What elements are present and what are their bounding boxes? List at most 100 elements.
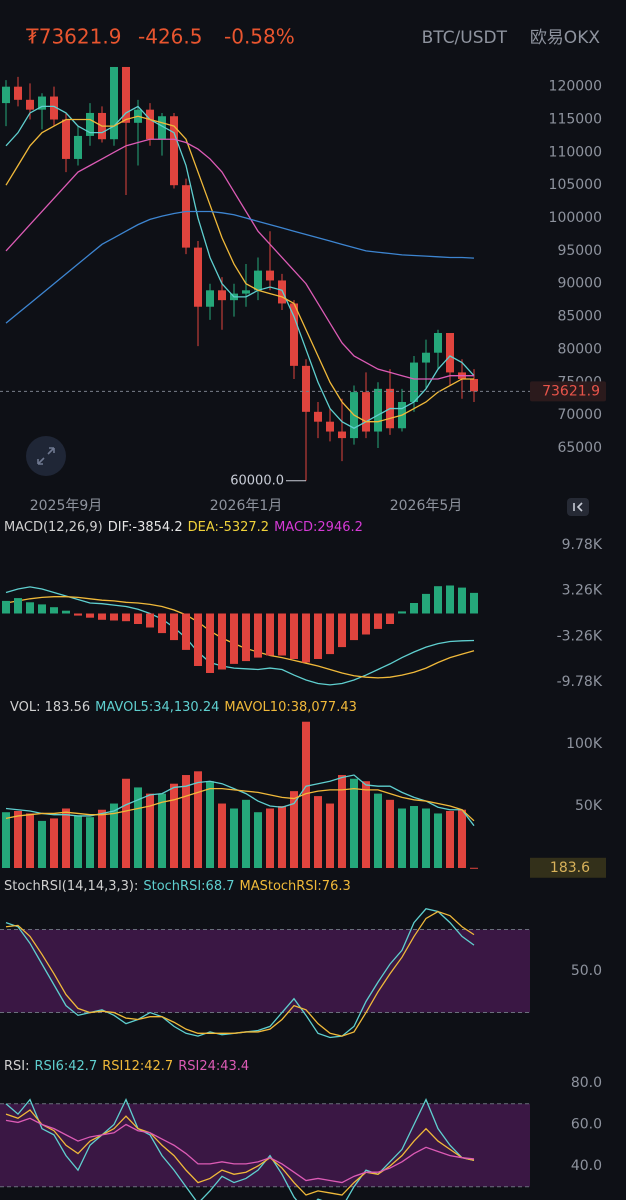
candle-body (74, 135, 82, 159)
candle-body (38, 96, 46, 110)
bar (254, 613, 262, 658)
bar (362, 781, 370, 868)
bar (158, 793, 166, 868)
bar (278, 806, 286, 868)
legend-entry: MAStochRSI:76.3 (240, 879, 351, 894)
pair: BTC/USDT (422, 28, 508, 48)
bar (110, 613, 118, 621)
candle-body (446, 333, 454, 373)
expand-button[interactable] (26, 436, 66, 476)
legend-entry: RSI24:43.4 (178, 1059, 249, 1074)
legend-entry: RSI12:42.7 (102, 1059, 173, 1074)
y-tick-label: 105000 (549, 177, 602, 193)
bar (26, 813, 34, 868)
candle-body (422, 352, 430, 363)
bar (302, 613, 310, 663)
bar (278, 613, 286, 656)
bar (38, 604, 46, 614)
bar (302, 721, 310, 868)
candle-body (182, 185, 190, 248)
y-tick-label: 50.0 (571, 963, 602, 979)
line (5, 788, 475, 822)
bar (398, 808, 406, 868)
candle-body (122, 66, 130, 123)
bar (350, 613, 358, 641)
jump-start-icon[interactable] (573, 502, 583, 512)
legend-entry: MAVOL10:38,077.43 (224, 700, 357, 715)
candle-body (50, 96, 58, 120)
bar (38, 820, 46, 868)
line (5, 115, 474, 423)
bar (158, 613, 166, 634)
line (5, 210, 475, 324)
x-tick-label: 2026年5月 (390, 498, 463, 514)
expand-icon[interactable] (37, 447, 55, 465)
candle-body (362, 392, 370, 432)
y-tick-label: 70000 (557, 407, 602, 423)
jump-start-button[interactable] (567, 498, 589, 516)
bar (422, 808, 430, 868)
last-value-label: 183.6 (550, 860, 590, 876)
exchange: 欧易OKX (530, 28, 601, 48)
y-tick-label: 115000 (549, 112, 602, 128)
bar (230, 613, 238, 664)
candle-body (26, 99, 34, 110)
candle-body (194, 247, 202, 307)
bar (446, 585, 454, 614)
y-tick-label: 100000 (549, 210, 602, 226)
bar (110, 803, 118, 868)
legend-title: RSI: (4, 1059, 30, 1074)
bar (182, 775, 190, 868)
bar (86, 613, 94, 618)
bar (98, 613, 106, 620)
bar (254, 812, 262, 868)
bar (2, 600, 10, 614)
last-value-tag (530, 857, 606, 878)
line (5, 910, 475, 1037)
legend: StochRSI(14,14,3,3): StochRSI:68.7 MAStoch… (4, 879, 351, 894)
y-tick-label: -9.78K (557, 674, 603, 690)
legend-entry: DIF:-3854.2 (108, 520, 183, 535)
expand-circle[interactable] (26, 436, 66, 476)
price: ₮73621.9 (26, 25, 121, 49)
bar (386, 799, 394, 868)
legend: RSI: RSI6:42.7 RSI12:42.7 RSI24:43.4 (4, 1059, 249, 1074)
bar (2, 812, 10, 868)
bar (290, 791, 298, 868)
y-tick-label: 80.0 (571, 1075, 602, 1091)
x-tick-label: 2026年1月 (210, 498, 283, 514)
candle-body (290, 303, 298, 366)
line (5, 596, 475, 679)
candle-body (218, 290, 226, 301)
bar (14, 598, 22, 614)
bar (50, 607, 58, 614)
bar (206, 613, 214, 673)
bar (170, 783, 178, 868)
legend-entry: MAVOL5:34,130.24 (95, 700, 219, 715)
bar (134, 787, 142, 868)
bar (170, 613, 178, 641)
legend-entry: VOL: 183.56 (10, 700, 90, 715)
line (5, 138, 474, 380)
candle-body (410, 362, 418, 402)
band (0, 929, 530, 1013)
line (5, 105, 475, 429)
y-tick-label: 50K (575, 798, 603, 814)
bar (458, 587, 466, 614)
bar (410, 806, 418, 868)
bar (26, 602, 34, 614)
bar (422, 593, 430, 614)
bar (242, 613, 250, 662)
bar (374, 613, 382, 629)
bar (470, 867, 478, 869)
candle-body (14, 86, 22, 100)
y-tick-label: 9.78K (562, 537, 603, 553)
candle-body (470, 378, 478, 392)
legend-entry: RSI6:42.7 (35, 1059, 98, 1074)
y-tick-label: 110000 (549, 144, 602, 160)
candle-body (146, 109, 154, 140)
y-tick-label: 80000 (557, 341, 602, 357)
candle-body (374, 388, 382, 432)
y-tick-label: 90000 (557, 276, 602, 292)
